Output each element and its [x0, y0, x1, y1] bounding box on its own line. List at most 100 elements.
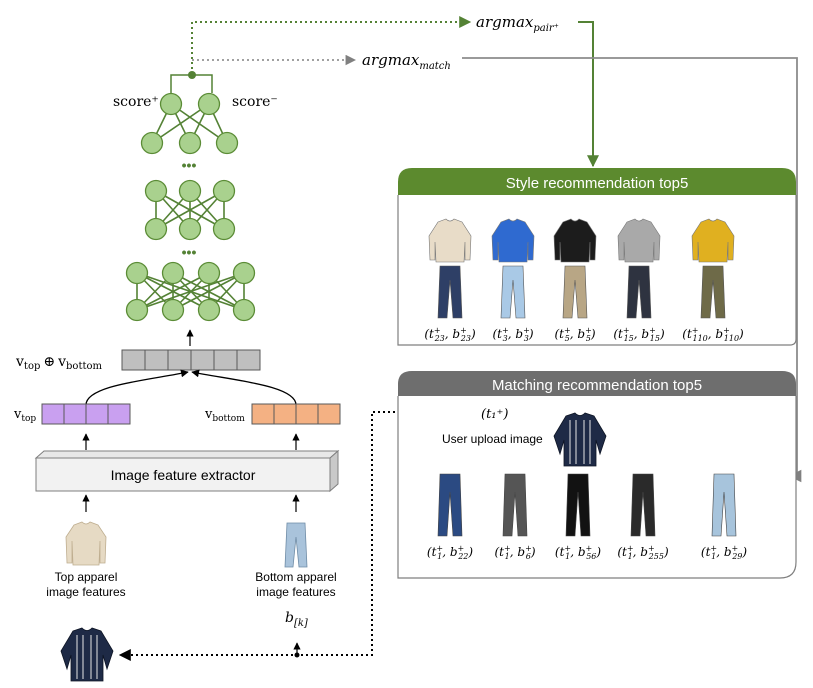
style-panel-header [398, 168, 796, 195]
v-bottom-cell [295, 403, 319, 425]
bk-dot [294, 652, 300, 658]
v-top-cell [41, 403, 65, 425]
nn-node [178, 131, 202, 155]
nn-node [125, 298, 149, 322]
style-bottom-garment [562, 265, 588, 319]
nn-node [212, 179, 236, 203]
concat-cell [236, 349, 261, 371]
nn-node [197, 92, 221, 116]
style-bottom-garment [500, 265, 526, 319]
v-top-cell [63, 403, 87, 425]
bk-label: b[k] [285, 610, 308, 629]
nn-edge [172, 272, 245, 311]
style-top-garment [617, 218, 661, 263]
style-top-garment [491, 218, 535, 263]
match-bottom-garment [502, 473, 528, 537]
nn-node [197, 261, 221, 285]
pair-to-style-arrow [578, 21, 599, 168]
style-pair-label: (t+ 23, b+ 23) [424, 326, 476, 343]
nn-node [215, 131, 239, 155]
top-apparel-caption-line2: image features [46, 585, 125, 599]
concat-cell [190, 349, 215, 371]
match-bottom-garment [630, 473, 656, 537]
style-bottom-garment [700, 265, 726, 319]
style-pair-label: (t+ 3, b+ 3) [492, 326, 533, 343]
nn-edge [136, 272, 245, 311]
match-item: (t+ 1, b+ 255) [617, 473, 669, 561]
pair-connector [191, 16, 472, 74]
nn-node [178, 217, 202, 241]
selected-shirt-image [60, 627, 114, 682]
match-bottom-garment [437, 473, 463, 537]
v-bottom-cell [273, 403, 297, 425]
score-bracket [170, 74, 213, 93]
nn-node [232, 298, 256, 322]
style-item: (t+ 3, b+ 3) [491, 218, 535, 343]
style-item: (t+ 15, b+ 15) [613, 218, 665, 343]
style-top-garment [428, 218, 472, 263]
nn-edge [155, 190, 225, 230]
argmax-pair-label: argmaxpair⁺ [476, 13, 559, 34]
style-recommendation-panel: Style recommendation top5 (t+ 23, b+ 23) (t… [397, 168, 797, 346]
style-top-garment [691, 218, 735, 263]
match-pair-label: (t+ 1, b+ 56) [555, 544, 602, 561]
concat-vector [121, 349, 261, 371]
v-top-vector [41, 403, 131, 425]
concat-cell [144, 349, 169, 371]
nn-node [144, 179, 168, 203]
match-pair-label: (t+ 1, b+ 22) [427, 544, 474, 561]
top-apparel-caption-line1: Top apparel [55, 570, 118, 584]
style-item: (t+ 110, b+ 110) [682, 218, 744, 343]
v-bottom-vector [251, 403, 341, 425]
match-panel-frame [397, 396, 797, 579]
match-panel-title: Matching recommendation top5 [492, 377, 702, 394]
matching-recommendation-panel: Matching recommendation top5 (t₁⁺) User … [397, 371, 797, 579]
nn-node [232, 261, 256, 285]
match-item: (t+ 1, b+ 22) [427, 473, 474, 561]
v-top-cell [85, 403, 109, 425]
ellipsis-upper: ••• [182, 157, 197, 173]
nn-node [125, 261, 149, 285]
v-bottom-cell [317, 403, 341, 425]
nn-node [144, 217, 168, 241]
style-top-garment [553, 218, 597, 263]
nn-node [161, 261, 185, 285]
style-pair-label: (t+ 5, b+ 5) [554, 326, 595, 343]
v-top-label: vtop [13, 407, 36, 424]
top-apparel-image [65, 521, 107, 566]
match-item: (t+ 1, b+ 56) [555, 473, 602, 561]
neural-network [125, 92, 256, 322]
match-panel-header [398, 371, 796, 396]
score-minus-label: score⁻ [232, 94, 278, 110]
nn-node [178, 179, 202, 203]
style-pair-label: (t+ 15, b+ 15) [613, 326, 665, 343]
concat-label: vtop ⊕ vbottom [15, 354, 103, 372]
v-top-cell [107, 403, 131, 425]
style-pair-label: (t+ 110, b+ 110) [682, 326, 744, 343]
match-bottom-garment [711, 473, 737, 537]
nn-node [212, 217, 236, 241]
match-pair-label: (t+ 1, b+ 6) [494, 544, 535, 561]
user-upload-label: User upload image [442, 432, 543, 446]
match-item: (t+ 1, b+ 6) [494, 473, 536, 561]
style-items: (t+ 23, b+ 23) (t+ 3, b+ 3) (t+ 5, b+ 5) (t+ 15, b… [424, 218, 744, 343]
nn-node [197, 298, 221, 322]
merge-right [191, 369, 297, 406]
match-pair-label: (t+ 1, b+ 255) [617, 544, 669, 561]
concat-cell [121, 349, 146, 371]
style-bottom-garment [626, 265, 652, 319]
image-feature-extractor: Image feature extractor [34, 449, 340, 493]
nn-edge [151, 103, 210, 144]
bottom-apparel-image [284, 522, 308, 568]
match-pair-label: (t+ 1, b+ 29) [701, 544, 748, 561]
ellipsis-lower: ••• [182, 244, 197, 260]
v-bottom-label: vbottom [204, 407, 245, 424]
merge-left [85, 369, 189, 406]
nn-node [159, 92, 183, 116]
bottom-apparel-caption-line2: image features [256, 585, 335, 599]
style-bottom-garment [437, 265, 463, 319]
match-items: (t+ 1, b+ 22) (t+ 1, b+ 6) (t+ 1, b+ 56) (t+ 1, b+… [427, 473, 748, 561]
upload-feedback-connector [118, 411, 470, 661]
